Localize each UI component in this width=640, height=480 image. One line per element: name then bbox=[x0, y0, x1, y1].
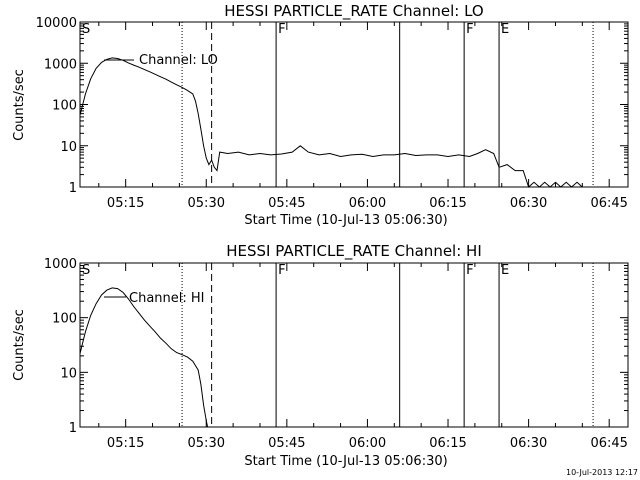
panel-hi-marker-label: F bbox=[278, 263, 285, 278]
panel-lo-x-tick-label: 06:30 bbox=[510, 196, 547, 211]
panel-hi-legend: Channel: HI bbox=[104, 291, 205, 306]
panel-lo-x-tick-label: 06:45 bbox=[590, 196, 627, 211]
panel-lo-title: HESSI PARTICLE_RATE Channel: LO bbox=[224, 2, 483, 21]
panel-lo-x-tick-label: 05:45 bbox=[268, 196, 305, 211]
panel-hi-x-tick-label: 05:45 bbox=[268, 436, 305, 451]
panel-hi-legend-label: Channel: HI bbox=[129, 291, 205, 306]
panel-hi-y-axis: 1 10 100 1000 bbox=[44, 257, 628, 436]
panel-lo-x-axis: 05:15 05:30 05:45 06:00 06:15 06:30 06:45 bbox=[98, 22, 628, 211]
panel-lo-legend-label: Channel: LO bbox=[139, 53, 218, 68]
panel-hi-y-tick-label: 10 bbox=[60, 366, 77, 381]
panel-lo-y-tick-label: 1000 bbox=[44, 57, 77, 72]
panel-hi-x-tick-label: 05:15 bbox=[107, 436, 144, 451]
panel-lo-marker-label: E bbox=[501, 22, 509, 37]
panel-hi-plot-frame bbox=[79, 262, 629, 428]
panel-hi-marker-label: F bbox=[466, 263, 473, 278]
panel-lo-legend: Channel: LO bbox=[104, 53, 218, 68]
panel-lo-y-label: Counts/sec bbox=[12, 69, 27, 141]
panel-hi-x-tick-label: 06:45 bbox=[590, 436, 627, 451]
panel-lo: HESSI PARTICLE_RATE Channel: LO S F F E 1 10… bbox=[12, 2, 629, 228]
panel-hi-y-tick-label: 1 bbox=[69, 421, 77, 436]
panel-lo-x-tick-label: 05:15 bbox=[107, 196, 144, 211]
panel-lo-y-tick-label: 100 bbox=[52, 99, 77, 114]
panel-hi-x-tick-label: 06:30 bbox=[510, 436, 547, 451]
panel-hi-x-tick-label: 06:15 bbox=[429, 436, 466, 451]
panel-hi-title: HESSI PARTICLE_RATE Channel: HI bbox=[226, 242, 482, 261]
panel-lo-marker-label: S bbox=[82, 22, 90, 37]
panel-lo-y-tick-label: 1 bbox=[69, 181, 77, 196]
panel-lo-y-tick-label: 10000 bbox=[36, 16, 77, 31]
panel-hi-marker-label: E bbox=[501, 263, 509, 278]
panel-lo-marker-label: F bbox=[278, 22, 285, 37]
panel-hi-series-line bbox=[79, 287, 209, 428]
panel-hi-x-axis: 05:15 05:30 05:45 06:00 06:15 06:30 06:45 bbox=[98, 263, 628, 451]
panel-hi: HESSI PARTICLE_RATE Channel: HI S F F E 1 10… bbox=[12, 242, 629, 469]
panel-lo-x-tick-label: 06:00 bbox=[349, 196, 386, 211]
panel-lo-x-tick-label: 05:30 bbox=[188, 196, 225, 211]
panel-hi-marker-label: S bbox=[82, 263, 90, 278]
panel-hi-y-tick-label: 100 bbox=[52, 312, 77, 327]
panel-lo-series-line bbox=[79, 57, 583, 188]
footer-timestamp: 10-Jul-2013 12:17 bbox=[566, 468, 638, 477]
panel-hi-y-label: Counts/sec bbox=[12, 309, 27, 381]
panel-lo-x-label: Start Time (10-Jul-13 05:06:30) bbox=[244, 213, 447, 228]
panel-hi-x-tick-label: 06:00 bbox=[349, 436, 386, 451]
panel-lo-y-axis: 1 10 100 1000 10000 bbox=[36, 16, 628, 196]
panel-hi-x-tick-label: 05:30 bbox=[188, 436, 225, 451]
panel-lo-y-tick-label: 10 bbox=[60, 140, 77, 155]
panel-hi-x-label: Start Time (10-Jul-13 05:06:30) bbox=[244, 454, 447, 469]
panel-lo-marker-label: F bbox=[466, 22, 473, 37]
panel-hi-y-tick-label: 1000 bbox=[44, 257, 77, 272]
panel-lo-x-tick-label: 06:15 bbox=[429, 196, 466, 211]
